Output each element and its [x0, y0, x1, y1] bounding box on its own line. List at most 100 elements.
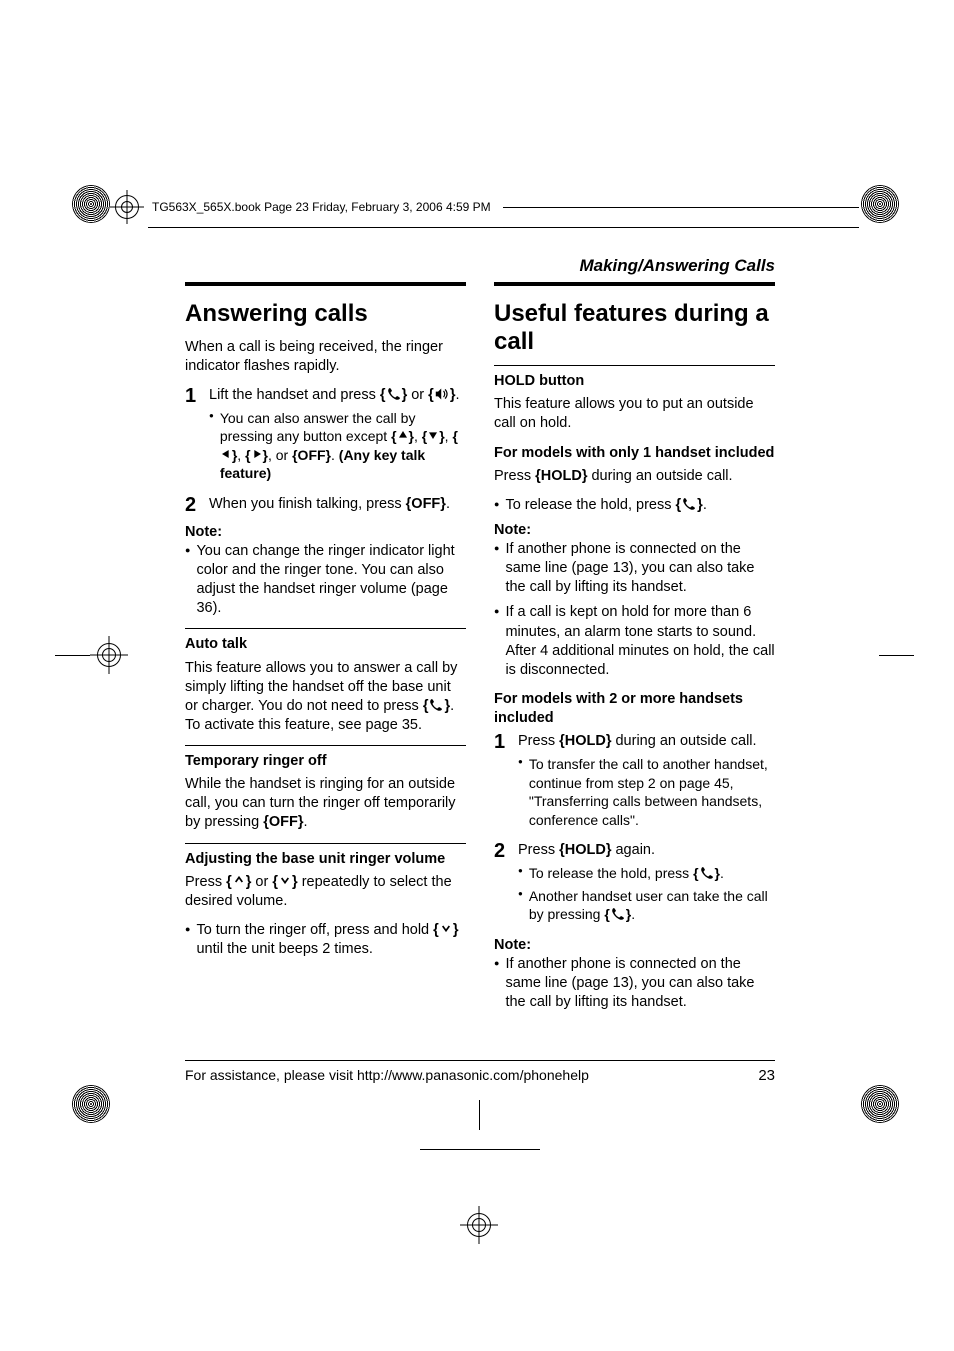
book-info-crosshair-icon — [110, 190, 144, 224]
left-heading: Answering calls — [185, 300, 466, 328]
speaker-icon — [436, 388, 441, 399]
step1-text-a: Lift the handset and press — [209, 387, 380, 403]
temp-a: While the handset is ringing for an outs… — [185, 776, 456, 830]
columns: Answering calls When a call is being rec… — [185, 282, 775, 1018]
models2-title: For models with 2 or more handsets inclu… — [494, 690, 775, 728]
chev-down-icon — [282, 878, 289, 883]
divider — [185, 628, 466, 629]
talk-icon — [683, 498, 695, 510]
left-intro: When a call is being received, the ringe… — [185, 338, 466, 376]
talk-icon — [701, 867, 713, 879]
models1-title: For models with only 1 handset included — [494, 444, 775, 463]
step1-sub: You can also answer the call by pressing… — [209, 409, 466, 483]
right-note1: If another phone is connected on the sam… — [494, 540, 775, 597]
off-key: {OFF} — [406, 496, 446, 512]
r-s1-sub-text: To transfer the call to another handset,… — [529, 755, 775, 829]
right-note2: If a call is kept on hold for more than … — [494, 603, 775, 680]
content-area: Making/Answering Calls Answering calls W… — [185, 256, 775, 1106]
talk-icon — [388, 388, 400, 400]
speaker-key: {} — [428, 387, 455, 403]
m1-a: Press — [494, 468, 535, 484]
off-key: {OFF} — [263, 814, 303, 830]
left-note-text: You can change the ringer indicator ligh… — [196, 542, 466, 619]
left-step-1: 1 Lift the handset and press {} or {}. Y… — [185, 386, 466, 487]
right-column: Useful features during a call HOLD butto… — [494, 282, 775, 1018]
r-s2s2-a: Another handset user can take the call b… — [529, 888, 768, 922]
reg-mark-br — [861, 1085, 899, 1123]
vol-up-key: {} — [226, 874, 251, 890]
note1-text: If another phone is connected on the sam… — [505, 540, 775, 597]
step1-text-c: . — [455, 387, 459, 403]
r-s2-a: Press — [518, 842, 559, 858]
base-b: or — [251, 874, 272, 890]
up-key: {} — [391, 428, 414, 444]
page-number: 23 — [758, 1067, 775, 1084]
base-bullet-b: until the unit beeps 2 times. — [196, 941, 373, 957]
talk-key: {} — [693, 865, 720, 881]
left-column: Answering calls When a call is being rec… — [185, 282, 466, 1018]
temp-ringer-title: Temporary ringer off — [185, 752, 466, 771]
hold-title: HOLD button — [494, 372, 775, 391]
right-step-1: 1 Press {HOLD} during an outside call. T… — [494, 732, 775, 833]
right-icon — [254, 450, 261, 458]
page: TG563X_565X.book Page 23 Friday, Februar… — [0, 0, 954, 1351]
r-s2s2-b: . — [631, 906, 635, 922]
note-label: Note: — [494, 936, 775, 955]
vol-down-key: {} — [433, 922, 458, 938]
down-icon — [429, 433, 437, 440]
book-info-row: TG563X_565X.book Page 23 Friday, Februar… — [110, 190, 859, 224]
reg-cross-bottom — [460, 1206, 498, 1244]
hold-key: {HOLD} — [559, 733, 611, 749]
reg-mark-tr — [861, 185, 899, 223]
reg-mark-tl — [72, 185, 110, 223]
talk-key: {} — [380, 387, 407, 403]
r-s2s1-a: To release the hold, press — [529, 865, 693, 881]
book-info-text: TG563X_565X.book Page 23 Friday, Februar… — [152, 200, 491, 214]
talk-key: {} — [676, 497, 703, 513]
step1-sub-a: You can also answer the call by pressing… — [220, 410, 416, 444]
right-step-2: 2 Press {HOLD} again. To release the hol… — [494, 841, 775, 928]
rule-left — [185, 282, 466, 286]
talk-key: {} — [423, 698, 450, 714]
r-s2-sub1: To release the hold, press {}. — [518, 864, 775, 882]
reg-mark-bl — [72, 1085, 110, 1123]
temp-b: . — [303, 814, 307, 830]
base-vol-bullet: To turn the ringer off, press and hold {… — [185, 921, 466, 959]
divider — [494, 365, 775, 366]
left-steps: 1 Lift the handset and press {} or {}. Y… — [185, 386, 466, 515]
step1-sub-b: , or — [268, 447, 292, 463]
step2-a: When you finish talking, press — [209, 496, 406, 512]
base-vol-body: Press {} or {} repeatedly to select the … — [185, 873, 466, 911]
step2-b: . — [446, 496, 450, 512]
models1-bullet: To release the hold, press {}. — [494, 496, 775, 515]
base-vol-title: Adjusting the base unit ringer volume — [185, 850, 466, 869]
divider — [185, 745, 466, 746]
note2-text: If a call is kept on hold for more than … — [505, 603, 775, 680]
step1-sub-c: . — [331, 447, 339, 463]
step1-text-b: or — [407, 387, 428, 403]
hold-key: {HOLD} — [559, 842, 611, 858]
vol-down-key: {} — [272, 874, 297, 890]
left-step-2: 2 When you finish talking, press {OFF}. — [185, 495, 466, 515]
base-a: Press — [185, 874, 226, 890]
left-icon — [222, 450, 229, 458]
step-number: 2 — [185, 495, 201, 515]
hold-intro: This feature allows you to put an outsid… — [494, 395, 775, 433]
off-key: {OFF} — [292, 447, 331, 463]
talk-icon — [431, 699, 443, 711]
m1-b: during an outside call. — [587, 468, 732, 484]
section-header: Making/Answering Calls — [185, 256, 775, 276]
base-bullet-a: To turn the ringer off, press and hold — [196, 922, 433, 938]
reg-line-r — [879, 655, 914, 656]
reg-line-bh — [420, 1149, 540, 1150]
up-icon — [399, 431, 407, 438]
step-number: 1 — [185, 386, 201, 406]
reg-cross-left — [90, 636, 128, 674]
note3-text: If another phone is connected on the sam… — [505, 955, 775, 1012]
note-label: Note: — [494, 521, 775, 540]
left-note-bullet: You can change the ringer indicator ligh… — [185, 542, 466, 619]
right-heading: Useful features during a call — [494, 300, 775, 355]
step-number: 1 — [494, 732, 510, 752]
r-s2s1-b: . — [720, 865, 724, 881]
down-key: {} — [422, 428, 445, 444]
